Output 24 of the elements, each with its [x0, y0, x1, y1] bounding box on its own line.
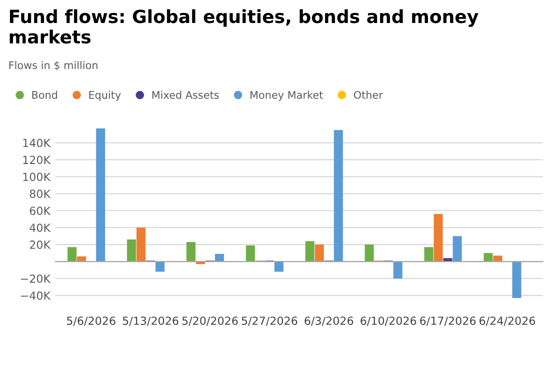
legend-label: Mixed Assets	[152, 90, 219, 99]
y-tick-label: −20K	[20, 274, 51, 283]
legend-label: Bond	[32, 90, 58, 99]
chart-title: Fund flows: Global equities, bonds and money markets	[10, 9, 478, 44]
y-tick-label: 20K	[30, 240, 51, 249]
x-tick-label: 6/3/2026	[304, 316, 354, 326]
legend-label: Money Market	[250, 90, 323, 101]
x-tick-label: 5/13/2026	[122, 316, 178, 326]
x-tick-label: 5/27/2026	[242, 316, 298, 326]
y-tick-label: 120K	[23, 156, 51, 164]
y-tick-label: 80K	[30, 190, 51, 198]
y-tick-label: 140K	[23, 138, 51, 148]
y-tick-label: 60K	[30, 206, 51, 216]
x-tick-label: 5/20/2026	[182, 316, 238, 326]
x-tick-label: 6/17/2026	[420, 316, 476, 326]
legend-label: Equity	[89, 90, 121, 101]
y-tick-label: 100K	[23, 172, 51, 182]
legend-label: Other	[354, 90, 383, 99]
chart-subtitle: Flows in $ million	[9, 61, 98, 70]
y-tick-label: 40K	[30, 224, 51, 232]
x-tick-label: 6/24/2026	[480, 316, 536, 326]
x-tick-label: 6/10/2026	[360, 316, 416, 326]
x-tick-label: 5/6/2026	[66, 316, 116, 326]
y-tick-label: −40K	[20, 291, 51, 300]
